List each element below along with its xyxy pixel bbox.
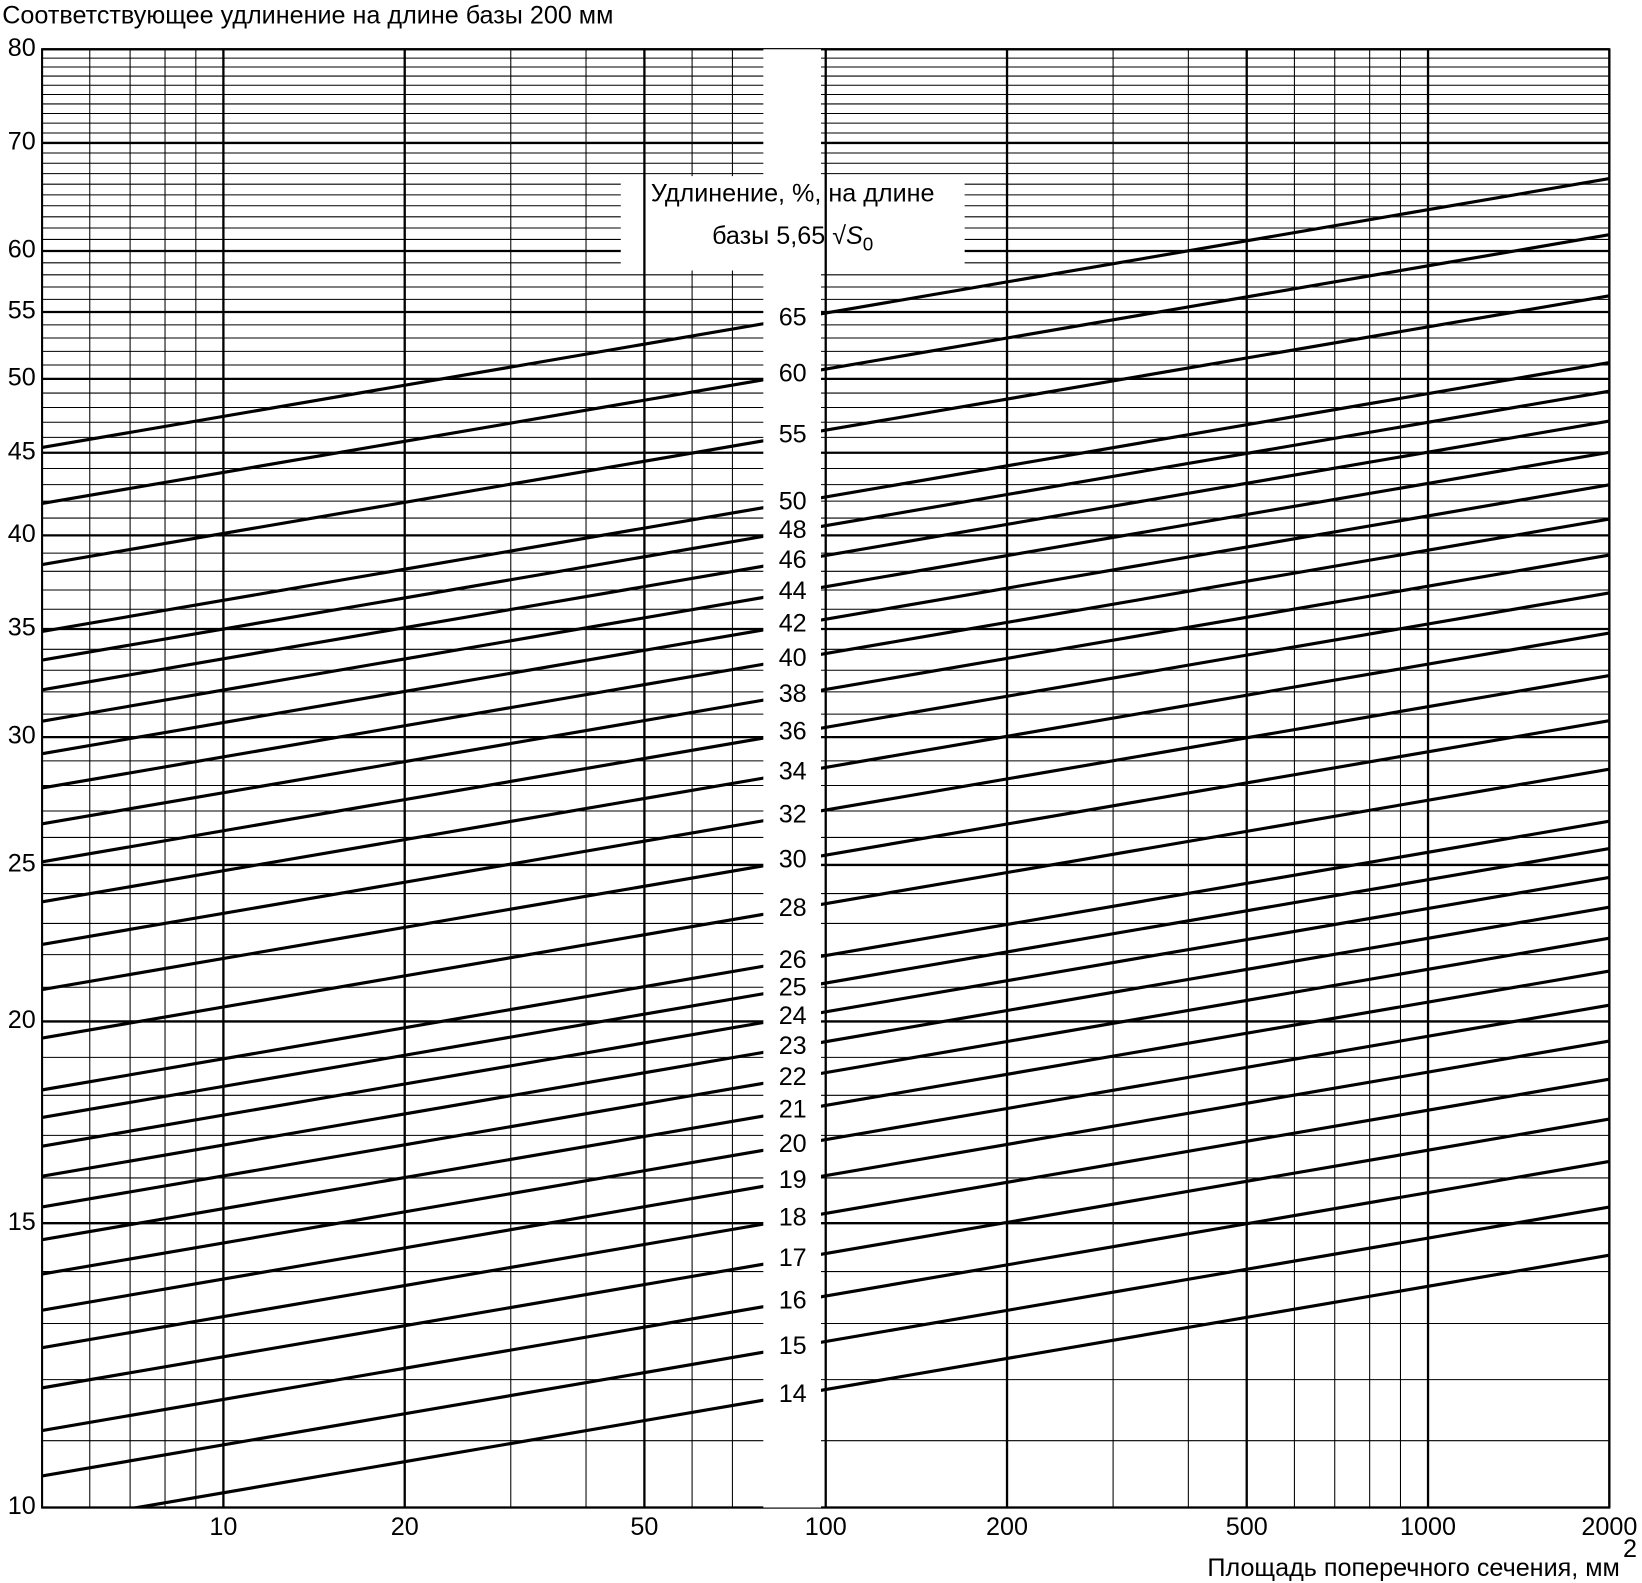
line-label: 34 [779, 758, 807, 786]
x-tick-label: 20 [391, 1513, 419, 1541]
annotation-text: базы 5,65 √ [712, 222, 846, 250]
line-label: 17 [779, 1244, 807, 1272]
y-tick-label: 50 [8, 364, 36, 392]
y-tick-label: 30 [8, 722, 36, 750]
line-label: 22 [779, 1063, 807, 1091]
line-label: 15 [779, 1332, 807, 1360]
x-tick-label: 1000 [1400, 1513, 1456, 1541]
y-tick-label: 15 [8, 1208, 36, 1236]
y-tick-label: 60 [8, 236, 36, 264]
line-label: 30 [779, 845, 807, 873]
y-tick-label: 45 [8, 437, 36, 465]
y-tick-label: 10 [8, 1492, 36, 1520]
line-label: 36 [779, 718, 807, 746]
line-label: 18 [779, 1204, 807, 1232]
y-axis-title: Соответствующее удлинение на длине базы … [2, 1, 613, 29]
line-label: 32 [779, 800, 807, 828]
line-label: 42 [779, 610, 807, 638]
x-axis-title: Площадь поперечного сечения, мм [1207, 1554, 1619, 1582]
annotation-subscript: 0 [863, 233, 874, 254]
annotation: базы 5,65 √S0 [712, 222, 873, 255]
line-label: 38 [779, 680, 807, 708]
line-label: 25 [779, 973, 807, 1001]
line-label: 44 [779, 577, 807, 605]
line-label: 23 [779, 1032, 807, 1060]
line-label: 60 [779, 359, 807, 387]
x-tick-label: 500 [1226, 1513, 1268, 1541]
y-tick-label: 70 [8, 128, 36, 156]
y-tick-label: 25 [8, 850, 36, 878]
x-tick-label: 10 [209, 1513, 237, 1541]
x-axis-title-sup: 2 [1623, 1535, 1637, 1563]
line-label: 19 [779, 1166, 807, 1194]
x-tick-label: 50 [630, 1513, 658, 1541]
line-label: 50 [779, 487, 807, 515]
annotation-box [620, 176, 965, 271]
x-tick-label: 2000 [1581, 1513, 1637, 1541]
line-label: 48 [779, 516, 807, 544]
line-label: 20 [779, 1130, 807, 1158]
overlay [222, 49, 1611, 1508]
y-tick-label: 20 [8, 1006, 36, 1034]
x-tick-label: 100 [805, 1513, 847, 1541]
line-label: 24 [779, 1002, 807, 1030]
line-label: 46 [779, 546, 807, 574]
annotation-symbol: S [846, 222, 863, 250]
y-tick-label: 55 [8, 297, 36, 325]
annotation: Удлинение, %, на длине [651, 180, 935, 208]
y-tick-label: 40 [8, 520, 36, 548]
line-label: 55 [779, 420, 807, 448]
line-label: 28 [779, 894, 807, 922]
y-tick-label: 35 [8, 614, 36, 642]
gap [763, 49, 821, 1508]
line-label: 14 [779, 1380, 807, 1408]
line-label: 65 [779, 303, 807, 331]
x-tick-label: 200 [986, 1513, 1028, 1541]
line-label: 16 [779, 1286, 807, 1314]
line-label: 21 [779, 1096, 807, 1124]
y-tick-label: 80 [8, 34, 36, 62]
line-label: 40 [779, 644, 807, 672]
line-label: 26 [779, 946, 807, 974]
